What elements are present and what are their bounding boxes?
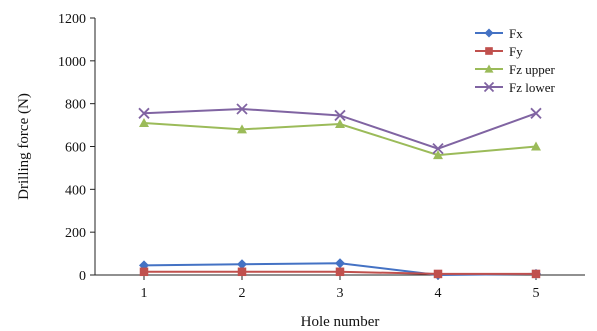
legend-item: Fy: [475, 44, 523, 59]
x-tick-label: 4: [435, 286, 442, 301]
x-axis-title: Hole number: [301, 314, 380, 330]
axes: 0 200 400 600 800 1000 1200 1 2 3 4 5: [58, 12, 585, 301]
y-tick-label: 600: [65, 141, 86, 156]
marker-x-stroke: [432, 143, 444, 155]
y-tick-label: 400: [65, 183, 86, 198]
marker-x: [236, 103, 248, 115]
y-tick-label: 0: [79, 269, 86, 284]
marker-x-stroke: [138, 107, 150, 119]
legend-label: Fx: [509, 26, 523, 41]
marker-square: [237, 267, 247, 277]
series-4: [138, 103, 542, 155]
marker-diamond: [484, 28, 494, 38]
marker-diamond: [237, 259, 247, 270]
legend-label: Fz lower: [509, 80, 556, 95]
y-tick-label: 200: [65, 226, 86, 241]
legend: Fx Fy Fz upper Fz lower: [475, 26, 556, 95]
marker-square: [433, 269, 443, 279]
marker-square: [139, 267, 149, 277]
marker-triangle: [484, 64, 494, 73]
marker-triangle: [335, 119, 345, 129]
x-tick-label: 5: [533, 286, 540, 301]
marker-x-stroke: [334, 109, 346, 122]
marker-x-stroke: [483, 81, 495, 93]
y-tick-label: 1200: [58, 12, 86, 27]
legend-label: Fz upper: [509, 62, 556, 77]
marker-triangle: [139, 117, 149, 127]
series-3: [139, 117, 541, 160]
marker-x: [483, 81, 495, 93]
marker-square: [335, 267, 345, 277]
x-tick-label: 1: [141, 286, 148, 301]
marker-diamond: [335, 258, 345, 269]
marker-x: [432, 143, 444, 155]
marker-x-stroke: [530, 107, 542, 119]
marker-x: [530, 107, 542, 119]
legend-label: Fy: [509, 44, 523, 59]
marker-triangle: [237, 124, 247, 134]
marker-x-stroke: [236, 103, 248, 115]
x-tick-label: 2: [239, 286, 246, 301]
x-tick-label: 3: [337, 286, 344, 301]
marker-triangle: [433, 150, 443, 160]
y-tick-label: 1000: [58, 55, 86, 70]
marker-x: [334, 109, 346, 122]
marker-square: [531, 269, 541, 279]
y-axis-title: Drilling force (N): [16, 93, 32, 200]
y-tick-label: 800: [65, 98, 86, 113]
legend-item: Fz lower: [475, 80, 556, 95]
marker-square: [485, 47, 493, 55]
series-2: [139, 267, 541, 279]
series-layer: [138, 103, 542, 280]
marker-x: [138, 107, 150, 119]
legend-item: Fx: [475, 26, 523, 41]
marker-triangle: [531, 141, 541, 151]
legend-item: Fz upper: [475, 62, 556, 77]
